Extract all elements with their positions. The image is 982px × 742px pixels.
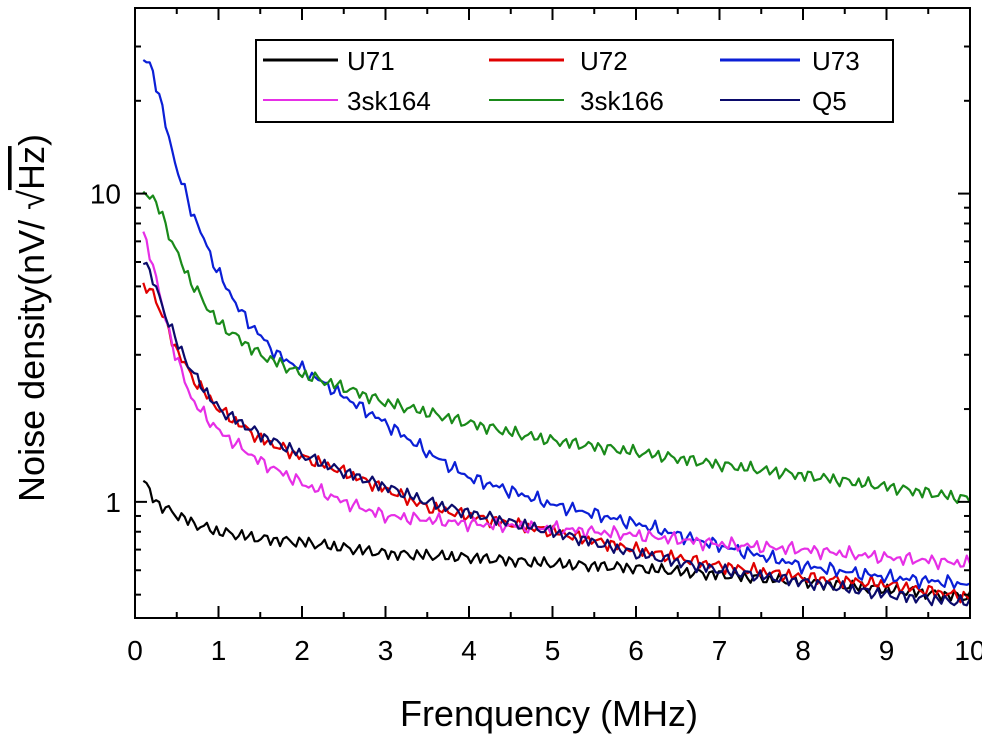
- legend-label-q5: Q5: [812, 86, 847, 116]
- y-axis-title-suffix: ): [11, 134, 52, 146]
- x-tick-label: 9: [879, 635, 895, 666]
- legend-label-3sk166: 3sk166: [580, 86, 664, 116]
- legend-label-u73: U73: [812, 46, 860, 76]
- x-tick-label: 2: [294, 635, 310, 666]
- y-tick-label: 10: [90, 179, 121, 210]
- axes-layer: 0 1 2 3 4 5 6 7 8 9 10 1 10: [90, 7, 982, 666]
- y-axis-title-radical: √: [11, 190, 52, 210]
- series-line-u71: [142, 479, 972, 602]
- series-line-3sk164: [142, 231, 972, 571]
- y-axis-title-unit: Hz: [11, 146, 52, 190]
- x-tick-label: 4: [461, 635, 477, 666]
- x-tick-label: 1: [211, 635, 227, 666]
- x-tick-label: 5: [545, 635, 561, 666]
- x-tick-label: 10: [954, 635, 982, 666]
- legend-label-3sk164: 3sk164: [347, 86, 431, 116]
- x-tick-label: 7: [712, 635, 728, 666]
- series-line-u73: [142, 59, 971, 590]
- series-line-3sk166: [142, 190, 971, 504]
- y-axis-title-prefix: Noise density(nV/: [11, 210, 52, 502]
- legend: U71 U72 U73 3sk164 3sk166 Q5: [255, 39, 894, 123]
- y-tick-label: 1: [105, 487, 121, 518]
- y-axis-title: Noise density(nV/ √Hz): [11, 134, 52, 502]
- series-line-q5: [142, 261, 971, 607]
- x-tick-label: 0: [127, 635, 143, 666]
- x-tick-label: 3: [378, 635, 394, 666]
- legend-box: [255, 39, 894, 123]
- legend-label-u71: U71: [347, 46, 395, 76]
- x-axis-title: Frenquency (MHz): [400, 693, 698, 734]
- series-layer: [142, 59, 972, 607]
- x-tick-label: 6: [628, 635, 644, 666]
- svg-text:Noise density(nV/ √Hz): Noise density(nV/ √Hz): [11, 134, 52, 502]
- x-tick-label: 8: [795, 635, 811, 666]
- legend-label-u72: U72: [580, 46, 628, 76]
